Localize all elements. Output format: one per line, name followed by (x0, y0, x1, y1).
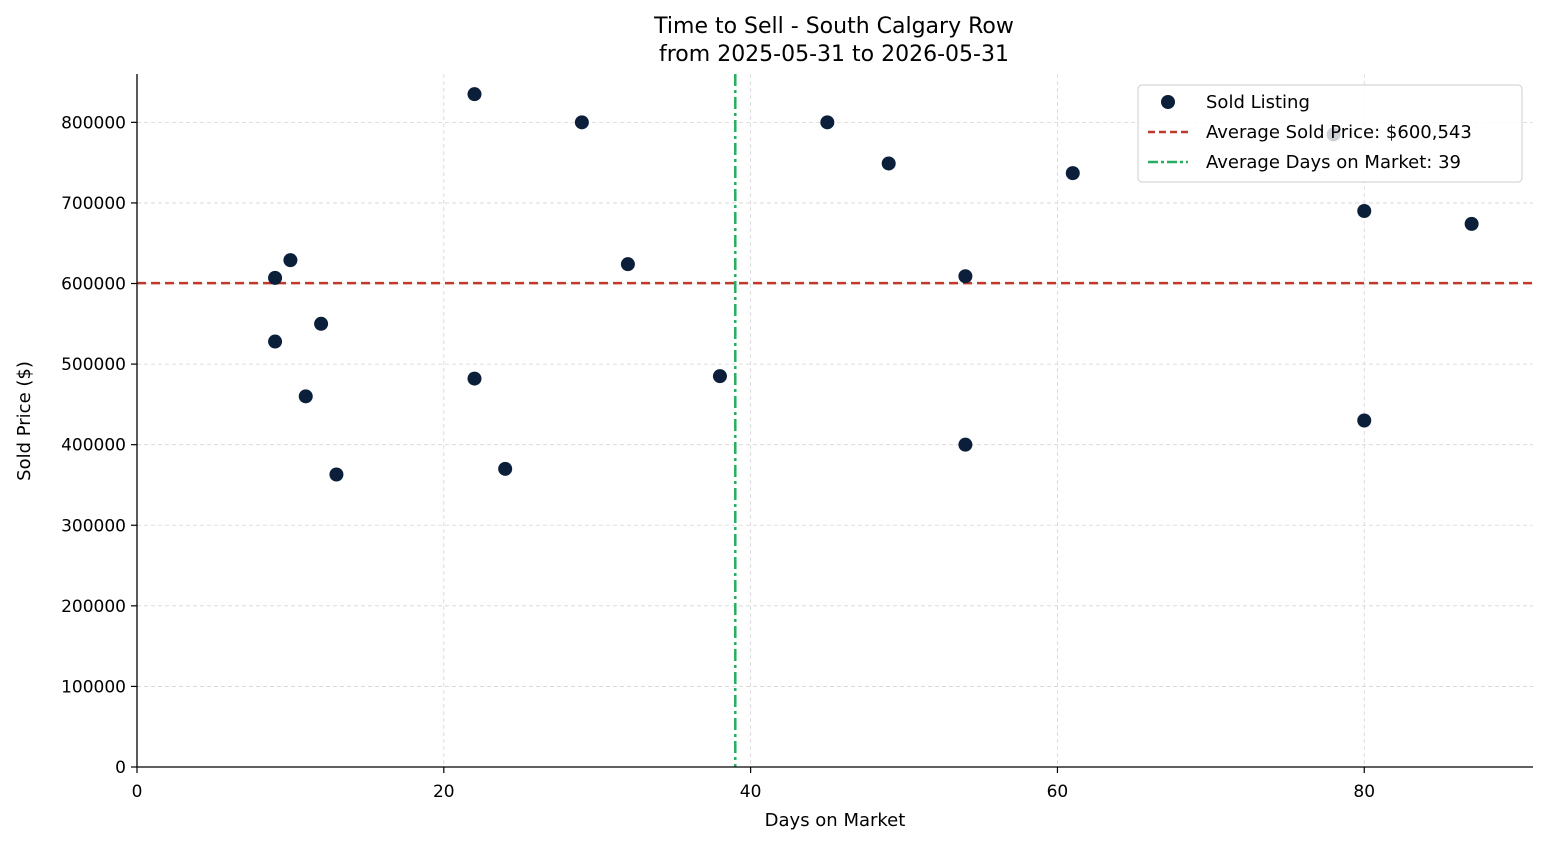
data-point (1357, 203, 1372, 218)
data-point (1464, 216, 1479, 231)
data-point (268, 270, 283, 285)
data-point (268, 334, 283, 349)
chart-subtitle: from 2025-05-31 to 2026-05-31 (659, 42, 1009, 67)
y-axis-label: Sold Price ($) (14, 361, 35, 481)
data-point (498, 461, 513, 476)
data-point (620, 257, 635, 272)
data-point (329, 467, 344, 482)
chart-title: Time to Sell - South Calgary Row (653, 14, 1014, 39)
data-point (1357, 413, 1372, 428)
data-point (881, 156, 896, 171)
data-point (283, 253, 298, 268)
data-point (467, 87, 482, 102)
x-tick-label: 80 (1353, 782, 1375, 802)
y-tick-label: 200000 (61, 597, 126, 617)
x-tick-label: 20 (433, 782, 455, 802)
data-point (958, 437, 973, 452)
data-point (574, 115, 589, 130)
data-point (958, 269, 973, 284)
y-tick-label: 600000 (61, 275, 126, 295)
x-axis-label: Days on Market (765, 810, 906, 831)
y-tick-label: 400000 (61, 436, 126, 456)
y-tick-label: 0 (115, 758, 126, 778)
y-axis-ticks: 0 100000 200000 300000 400000 500000 600000 700… (61, 113, 137, 778)
data-point (820, 115, 835, 130)
y-tick-label: 700000 (61, 194, 126, 214)
legend-label-sold-listing: Sold Listing (1206, 92, 1310, 113)
x-tick-label: 60 (1047, 782, 1069, 802)
legend: Sold Listing Average Sold Price: $600,54… (1137, 84, 1523, 183)
data-point (1065, 166, 1080, 181)
data-point (298, 389, 313, 404)
y-tick-label: 100000 (61, 677, 126, 697)
data-point (314, 316, 329, 331)
data-point (467, 371, 482, 386)
y-tick-label: 500000 (61, 355, 126, 375)
x-axis-ticks: 0 20 40 60 80 (132, 767, 1375, 802)
data-points (268, 87, 1479, 482)
x-tick-label: 40 (740, 782, 762, 802)
legend-box (1137, 84, 1523, 183)
legend-label-average-days: Average Days on Market: 39 (1206, 152, 1461, 173)
x-tick-label: 0 (132, 782, 143, 802)
legend-marker-sold-listing (1161, 95, 1175, 109)
grid-lines (137, 74, 1533, 767)
y-tick-label: 300000 (61, 516, 126, 536)
y-tick-label: 800000 (61, 113, 126, 133)
legend-label-average-price: Average Sold Price: $600,543 (1206, 122, 1472, 143)
reference-lines (137, 74, 1533, 767)
data-point (712, 369, 727, 384)
